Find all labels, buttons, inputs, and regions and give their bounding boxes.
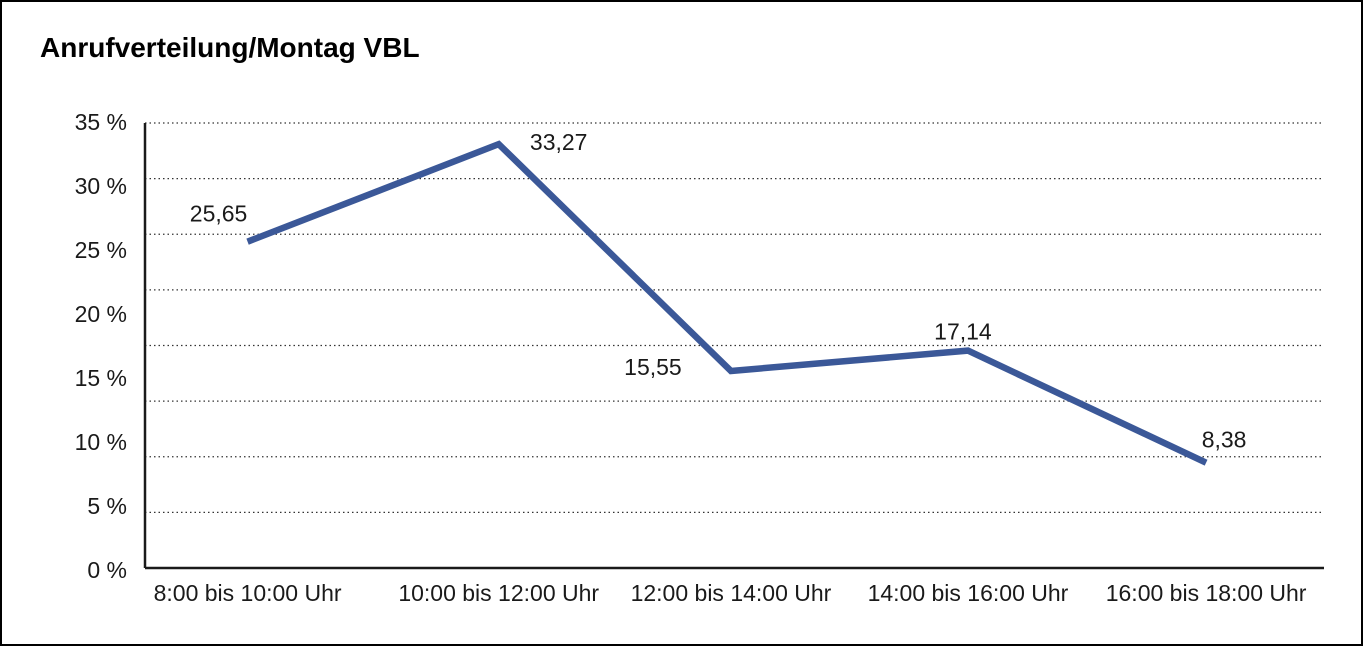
data-line [246, 140, 1208, 466]
x-category-label: 12:00 bis 14:00 Uhr [631, 580, 832, 606]
y-tick-label: 5 % [87, 493, 127, 519]
data-value-label: 25,65 [190, 201, 248, 227]
chart-title: Anrufverteilung/Montag VBL [40, 32, 420, 63]
data-value-label: 8,38 [1202, 427, 1247, 453]
x-category-label: 14:00 bis 16:00 Uhr [868, 580, 1069, 606]
y-tick-label: 0 % [87, 557, 127, 583]
x-category-label: 10:00 bis 12:00 Uhr [398, 580, 599, 606]
x-category-label: 8:00 bis 10:00 Uhr [154, 580, 342, 606]
y-tick-label: 25 % [75, 237, 127, 263]
data-value-label: 15,55 [624, 354, 682, 380]
y-tick-label: 10 % [75, 429, 127, 455]
y-tick-label: 15 % [75, 365, 127, 391]
y-tick-label: 20 % [75, 301, 127, 327]
x-category-label: 16:00 bis 18:00 Uhr [1106, 580, 1307, 606]
y-tick-label: 30 % [75, 173, 127, 199]
y-tick-label: 35 % [75, 109, 127, 135]
data-value-label: 17,14 [934, 319, 992, 345]
data-value-label: 33,27 [530, 129, 588, 155]
